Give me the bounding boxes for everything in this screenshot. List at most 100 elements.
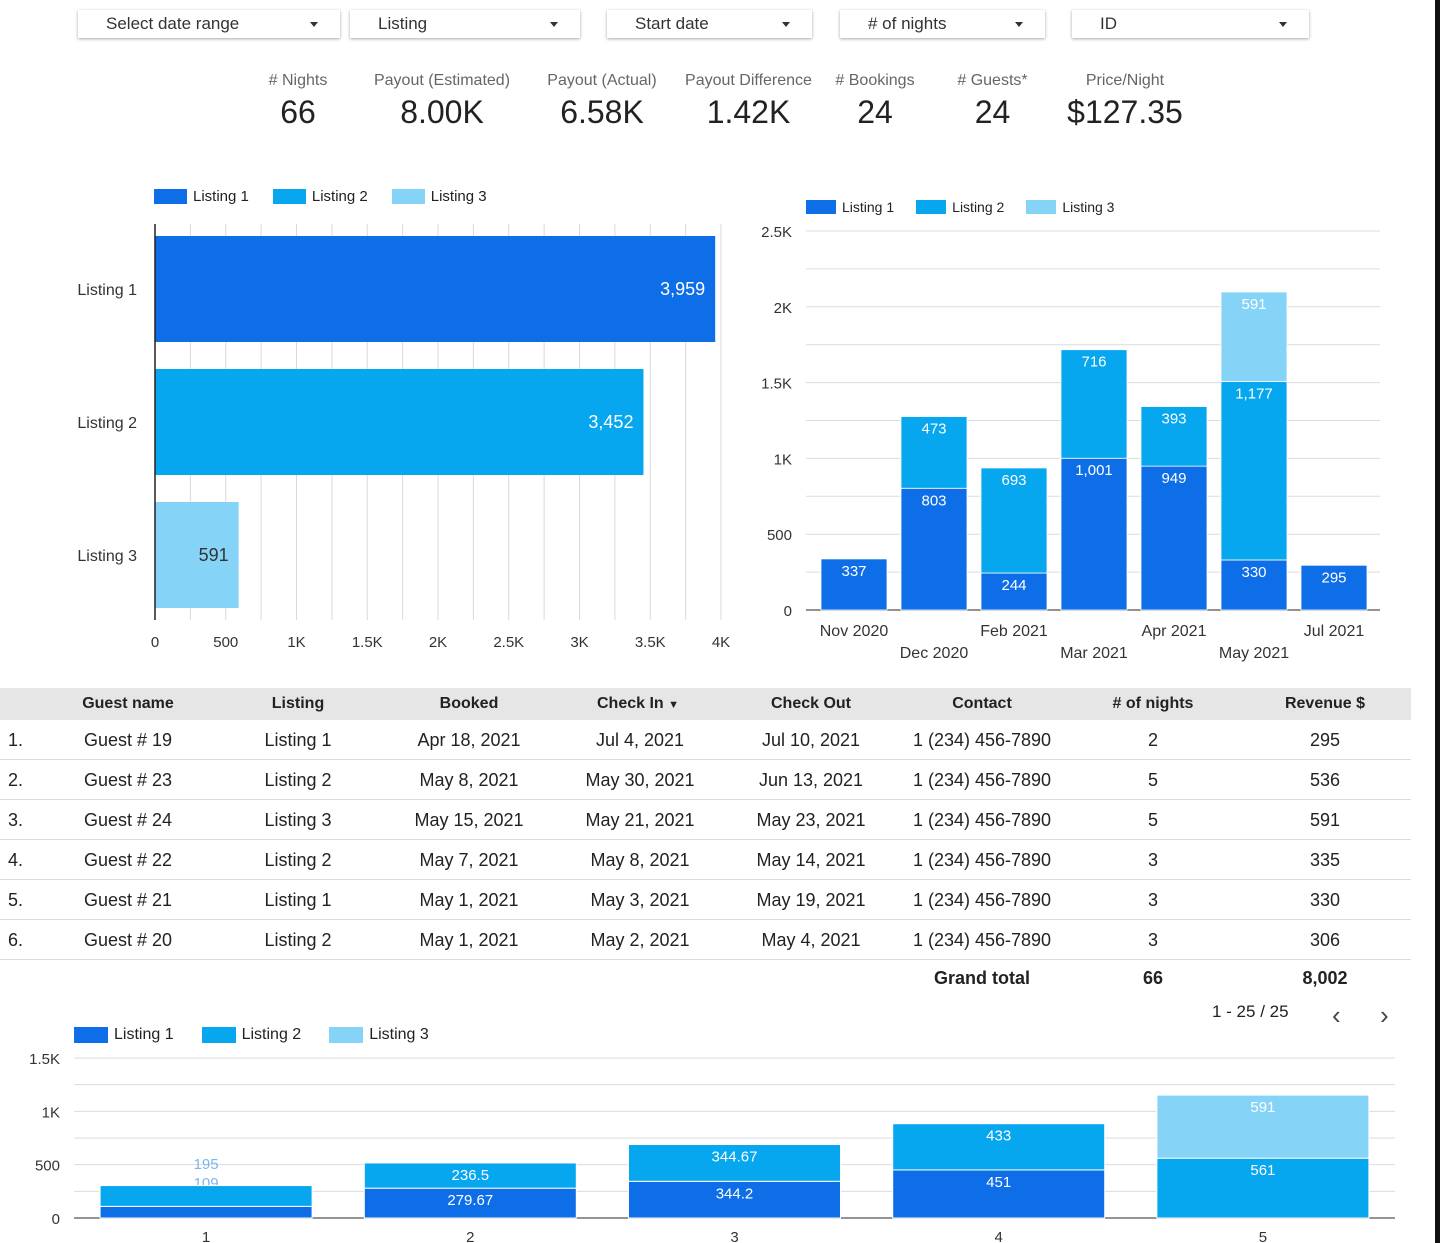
table-cell: Guest # 23: [83, 770, 173, 790]
legend-item[interactable]: Listing 1: [806, 199, 894, 215]
stacked-bar-segment: [900, 416, 968, 489]
legend-swatch: [154, 189, 187, 204]
col-header-contact[interactable]: Contact: [952, 695, 1012, 712]
x-category-label: 2: [466, 1229, 474, 1243]
legend-item[interactable]: Listing 1: [74, 1026, 174, 1044]
segment-data-label: 591: [1250, 1099, 1275, 1116]
legend-item[interactable]: Listing 3: [391, 188, 487, 205]
segment-data-label: 393: [1161, 411, 1186, 428]
col-header-revenue[interactable]: Revenue $: [1284, 695, 1366, 712]
table-cell: Listing 1: [264, 730, 332, 750]
segment-data-label: 591: [1241, 296, 1266, 313]
filter-start-date[interactable]: Start date: [607, 10, 812, 38]
segment-data-label: 949: [1161, 470, 1186, 487]
table-cell: Apr 18, 2021: [417, 730, 521, 750]
table-cell: 1 (234) 456-7890: [912, 730, 1052, 750]
x-category-label: Apr 2021: [1142, 623, 1207, 640]
x-category-label: 1: [202, 1229, 210, 1243]
filter-label: Listing: [378, 14, 428, 33]
col-header-nights[interactable]: # of nights: [1112, 695, 1194, 712]
col-header-guest[interactable]: Guest name: [82, 695, 174, 712]
segment-data-label: 244: [1001, 577, 1026, 594]
kpi-nights: # Nights 66: [268, 72, 328, 130]
kpi-payout-actual: Payout (Actual) 6.58K: [547, 72, 657, 130]
segment-data-label: 195: [194, 1156, 219, 1173]
pagination-label: 1 - 25 / 25: [1212, 1002, 1289, 1021]
caret-down-icon: [550, 21, 558, 27]
stacked-bar-segment: [1220, 291, 1288, 382]
x-category-label: 5: [1259, 1229, 1267, 1243]
listing-revenue-chart: 3,959 Listing 1 3,452 Listing 2 591 Listing 3…: [77, 224, 730, 651]
legend-item[interactable]: Listing 3: [1026, 199, 1114, 215]
table-cell: Guest # 21: [83, 890, 173, 910]
stacked-bar-segment: [900, 487, 968, 611]
filter-id[interactable]: ID: [1072, 10, 1309, 38]
table-cell: May 8, 2021: [419, 770, 519, 790]
filter-nights[interactable]: # of nights: [840, 10, 1045, 38]
chevron-left-icon[interactable]: ‹: [1332, 1000, 1341, 1030]
col-header-checkin[interactable]: Check In ▼: [596, 695, 680, 712]
bar-listing-1: [155, 236, 716, 342]
stacked-bar-segment: [1156, 1094, 1370, 1159]
table-cell: Jul 4, 2021: [595, 730, 685, 750]
filter-date-range[interactable]: Select date range: [78, 10, 340, 38]
chevron-right-icon[interactable]: ›: [1380, 1000, 1389, 1030]
table-row[interactable]: 1. Guest # 19 Listing 1 Apr 18, 2021 Jul 4, …: [0, 720, 1411, 760]
segment-data-label: 693: [1001, 472, 1026, 489]
segment-data-label: 716: [1081, 354, 1106, 371]
table-cell: 1 (234) 456-7890: [912, 850, 1052, 870]
x-category-label: Feb 2021: [980, 623, 1048, 640]
table-row[interactable]: 6. Guest # 20 Listing 2 May 1, 2021 May 2, 2…: [0, 920, 1411, 960]
legend-item[interactable]: Listing 2: [916, 199, 1004, 215]
x-category-label: Mar 2021: [1060, 645, 1128, 662]
stacked-bar-segment: [1300, 564, 1368, 611]
kpi-payout-difference: Payout Difference 1.42K: [685, 72, 812, 130]
bar-listing-3: [155, 502, 239, 608]
stacked-bar-segment: [99, 1185, 313, 1207]
legend-listing-chart: Listing 1 Listing 2 Listing 3: [154, 188, 511, 205]
segment-data-label: 561: [1250, 1162, 1275, 1179]
legend-swatch: [74, 1027, 108, 1043]
table-cell: May 1, 2021: [419, 890, 519, 910]
table-cell: 5: [1147, 770, 1159, 790]
grand-total-revenue: 8,002: [1302, 968, 1348, 988]
table-cell: May 30, 2021: [585, 770, 695, 790]
filter-label: ID: [1100, 14, 1117, 33]
stacked-bar-segment: [1140, 465, 1208, 611]
row-index: 5.: [8, 890, 24, 910]
bookings-table: Guest name Listing Booked Check In ▼ Che…: [0, 688, 1411, 994]
legend-item[interactable]: Listing 1: [154, 188, 249, 205]
table-cell: 5: [1147, 810, 1159, 830]
table-row[interactable]: 2. Guest # 23 Listing 2 May 8, 2021 May 30, …: [0, 760, 1411, 800]
stacked-bar-segment: [820, 558, 888, 611]
stacked-bar-segment: [1220, 559, 1288, 611]
table-cell: May 2, 2021: [590, 930, 690, 950]
x-category-label: Dec 2020: [900, 645, 969, 662]
table-cell: 306: [1309, 930, 1341, 950]
table-row[interactable]: 4. Guest # 22 Listing 2 May 7, 2021 May 8, 2…: [0, 840, 1411, 880]
legend-swatch: [391, 189, 425, 204]
col-header-booked[interactable]: Booked: [439, 695, 499, 712]
col-header-checkout[interactable]: Check Out: [770, 695, 852, 712]
table-total-row: Grand total 66 8,002: [0, 960, 1411, 994]
y-tick-label: 2.5K: [761, 224, 792, 241]
table-row[interactable]: 3. Guest # 24 Listing 3 May 15, 2021 May 21,…: [0, 800, 1411, 840]
segment-data-label: 330: [1241, 564, 1266, 581]
y-tick-label: 1.5K: [29, 1051, 60, 1068]
table-header: Guest name Listing Booked Check In ▼ Che…: [0, 688, 1411, 720]
table-cell: Listing 3: [264, 810, 332, 830]
table-cell: Jun 13, 2021: [758, 770, 864, 790]
x-tick-label: 0: [151, 634, 159, 651]
table-cell: Listing 2: [264, 930, 332, 950]
legend-item[interactable]: Listing 2: [201, 1026, 301, 1044]
stacked-bar-segment: [892, 1169, 1106, 1219]
table-cell: 591: [1309, 810, 1341, 830]
legend-item[interactable]: Listing 2: [272, 188, 368, 205]
table-row[interactable]: 5. Guest # 21 Listing 1 May 1, 2021 May 3, 2…: [0, 880, 1411, 920]
grand-total-nights: 66: [1142, 968, 1164, 988]
col-header-listing[interactable]: Listing: [271, 695, 325, 712]
legend-monthly-chart: Listing 1 Listing 2 Listing 3: [806, 199, 1138, 215]
legend-item[interactable]: Listing 3: [329, 1026, 429, 1044]
filter-listing[interactable]: Listing: [350, 10, 580, 38]
x-category-label: Nov 2020: [820, 623, 889, 640]
